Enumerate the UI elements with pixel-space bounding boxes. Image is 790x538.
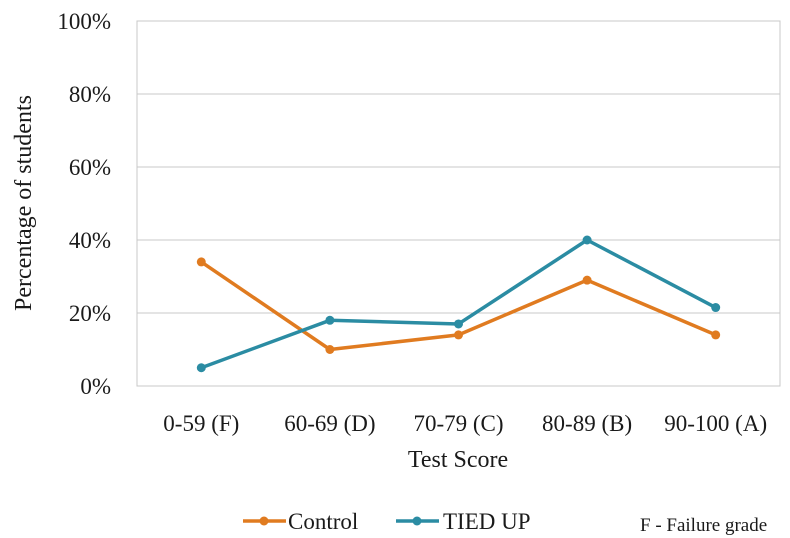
- data-point-tied-up: [582, 235, 592, 245]
- x-tick-label: 90-100 (A): [664, 411, 767, 436]
- y-axis-title: Percentage of students: [11, 95, 37, 311]
- legend-item-tied-up: TIED UP: [396, 509, 531, 534]
- y-tick-label: 80%: [69, 82, 111, 107]
- legend: Control TIED UP: [243, 509, 531, 534]
- legend-label-control: Control: [288, 509, 358, 534]
- data-point-control: [582, 275, 592, 285]
- data-point-control: [454, 330, 463, 340]
- x-tick-label: 70-79 (C): [413, 411, 503, 436]
- legend-label-tied-up: TIED UP: [443, 509, 531, 534]
- data-point-control: [711, 330, 721, 340]
- y-tick-label: 100%: [57, 9, 111, 34]
- y-tick-label: 60%: [69, 155, 111, 180]
- x-axis-title: Test Score: [408, 447, 508, 473]
- data-point-tied-up: [325, 315, 335, 325]
- gridlines: [137, 93, 780, 314]
- legend-item-control: Control: [243, 509, 358, 534]
- data-point-control: [325, 345, 335, 354]
- failure-grade-note: F - Failure grade: [640, 515, 767, 536]
- data-point-control: [196, 257, 206, 267]
- x-tick-label: 80-89 (B): [542, 411, 632, 436]
- x-tick-labels: 0-59 (F) 60-69 (D) 70-79 (C) 80-89 (B) 90-10…: [163, 411, 767, 436]
- data-point-tied-up: [711, 303, 721, 313]
- plot-frame: [136, 20, 781, 387]
- x-tick-label: 60-69 (D): [284, 411, 375, 436]
- data-point-tied-up: [196, 363, 206, 373]
- y-tick-label: 0%: [80, 374, 111, 399]
- legend-marker-control: [259, 516, 269, 526]
- data-series: [196, 235, 721, 373]
- y-tick-labels: 0% 20% 40% 60% 80% 100%: [57, 9, 111, 399]
- x-tick-label: 0-59 (F): [163, 411, 239, 436]
- y-tick-label: 40%: [69, 228, 111, 253]
- legend-marker-tied-up: [412, 516, 422, 526]
- y-tick-label: 20%: [69, 301, 111, 326]
- data-point-tied-up: [454, 319, 463, 329]
